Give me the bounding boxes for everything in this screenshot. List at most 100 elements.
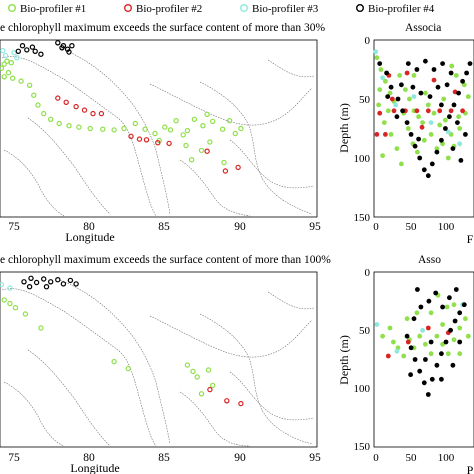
marker-series-1-point-26 [428, 132, 434, 137]
marker-series-2-point-4 [90, 110, 96, 117]
marker-series-2-point-11 [431, 77, 437, 83]
marker-series-4-point-4 [421, 380, 427, 386]
marker-series-4-point-10 [43, 284, 50, 290]
marker-series-1-point-14 [457, 325, 463, 331]
marker-series-4-point-7 [412, 143, 418, 149]
marker-series-4-point-37 [385, 94, 391, 99]
marker-series-1-point-2 [383, 78, 388, 84]
marker-series-1-point-20 [132, 120, 138, 127]
marker-series-4-point-1 [24, 47, 30, 53]
legend-label-4: Bio-profiler #4 [368, 3, 435, 15]
legend-marker-3 [239, 3, 248, 12]
marker-series-4-point-12 [457, 310, 463, 316]
marker-series-4-point-29 [435, 84, 441, 90]
marker-series-1-point-8 [190, 368, 196, 375]
marker-series-1-point-1 [378, 67, 384, 72]
marker-series-2-point-1 [63, 99, 69, 106]
depth-bottom-ytick-100: 100 [354, 383, 371, 395]
marker-series-1-point-31 [232, 130, 238, 137]
legend-marker-4 [356, 3, 365, 12]
marker-series-1-point-42 [441, 96, 447, 102]
marker-series-1-point-11 [41, 110, 47, 117]
marker-series-4-point-4 [32, 48, 38, 55]
marker-series-1-point-4 [38, 325, 44, 331]
marker-series-1-point-5 [111, 358, 117, 365]
marker-series-4-point-22 [414, 67, 420, 72]
marker-series-1-point-9 [31, 92, 37, 98]
marker-series-4-point-17 [433, 290, 439, 296]
marker-series-4-point-22 [423, 357, 428, 362]
marker-series-1-point-22 [405, 126, 411, 131]
marker-series-4-point-25 [440, 61, 445, 66]
map-top-axes [0, 39, 318, 218]
marker-series-1-point-14 [437, 122, 443, 128]
marker-series-4-point-9 [69, 43, 75, 49]
map-top-markers [0, 40, 244, 174]
marker-series-4-point-8 [439, 351, 444, 357]
depth-bottom-ytick-50: 50 [359, 325, 371, 337]
marker-series-3-point-6 [457, 141, 463, 147]
marker-series-4-point-9 [421, 167, 427, 173]
marker-series-4-point-2 [33, 279, 40, 286]
depth-bottom-title: Asso [418, 254, 441, 266]
marker-series-4-point-19 [464, 70, 469, 76]
marker-series-2-point-0 [374, 132, 380, 137]
marker-series-3-point-1 [394, 348, 400, 354]
legend-label-2: Bio-profiler #2 [136, 3, 202, 15]
marker-series-1-point-39 [423, 90, 428, 96]
marker-series-1-point-24 [415, 149, 420, 155]
depth-top-xtick-50: 50 [406, 221, 418, 233]
marker-series-1-point-40 [411, 73, 417, 78]
marker-series-1-point-1 [387, 325, 393, 331]
marker-series-1-point-18 [381, 120, 387, 125]
marker-series-4-point-3 [417, 368, 423, 374]
marker-series-2-point-0 [55, 95, 61, 101]
marker-series-4-point-13 [461, 302, 467, 308]
map-bottom-xtick-90: 90 [234, 452, 246, 464]
marker-series-4-point-11 [429, 161, 435, 167]
marker-series-4-point-32 [410, 84, 416, 90]
depth-top-xtick-0: 0 [373, 221, 379, 233]
marker-series-4-point-8 [417, 155, 423, 161]
marker-series-2-point-0 [385, 353, 391, 359]
marker-series-1-point-41 [204, 111, 210, 118]
marker-series-4-point-10 [425, 173, 431, 179]
marker-series-2-point-1 [224, 398, 230, 404]
depth-top-ytick-0: 0 [365, 35, 371, 47]
marker-series-4-point-6 [408, 132, 414, 137]
marker-series-1-point-27 [200, 122, 206, 129]
marker-series-1-point-38 [399, 161, 404, 167]
marker-series-1-point-0 [0, 65, 5, 71]
marker-series-4-point-26 [457, 339, 463, 345]
marker-series-4-point-3 [395, 96, 401, 102]
marker-series-2-point-1 [405, 339, 411, 345]
map-bottom-coastline [1, 279, 315, 447]
map-top-coastline [1, 47, 315, 217]
marker-series-1-point-19 [388, 132, 394, 137]
legend-label-3: Bio-profiler #3 [252, 3, 319, 15]
marker-series-4-point-30 [444, 82, 450, 88]
marker-series-1-point-27 [434, 146, 440, 152]
marker-series-4-point-8 [73, 281, 79, 287]
marker-series-4-point-34 [439, 102, 444, 108]
marker-series-1-point-19 [121, 125, 127, 132]
legend-marker-2 [123, 3, 132, 12]
marker-series-1-point-20 [394, 146, 400, 152]
marker-series-1-point-40 [167, 127, 174, 133]
marker-series-4-point-16 [426, 298, 432, 304]
marker-series-1-point-34 [183, 142, 189, 149]
marker-series-1-point-33 [207, 139, 213, 145]
marker-series-2-point-1 [383, 132, 388, 137]
marker-series-1-point-1 [1, 61, 7, 67]
marker-series-4-point-5 [38, 51, 44, 57]
marker-series-4-point-25 [415, 287, 420, 292]
marker-series-1-point-0 [1, 297, 7, 303]
marker-series-1-point-13 [56, 120, 62, 127]
depth-top-ytick-100: 100 [354, 153, 371, 165]
marker-series-1-point-20 [444, 304, 450, 310]
marker-series-4-point-3 [41, 276, 47, 282]
marker-series-1-point-7 [403, 87, 408, 92]
marker-series-2-point-8 [460, 108, 465, 114]
marker-series-1-point-2 [391, 339, 396, 345]
marker-series-4-point-26 [448, 70, 454, 76]
